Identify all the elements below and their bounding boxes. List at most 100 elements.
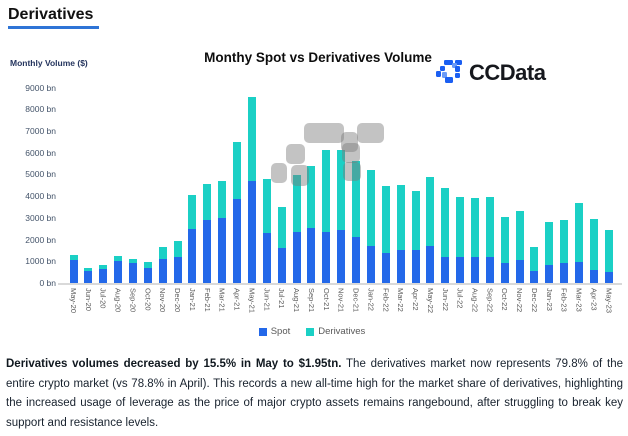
x-tick-label: Apr-22	[411, 288, 420, 311]
y-tick-label: 3000 bn	[25, 212, 56, 223]
bar-feb-21	[203, 184, 212, 283]
derivatives-segment	[307, 166, 316, 229]
bar-mar-23	[575, 202, 584, 283]
bar-may-22	[426, 176, 435, 283]
x-tick-label: Feb-22	[381, 288, 391, 312]
derivatives-segment	[128, 258, 137, 264]
derivatives-segment	[69, 254, 78, 260]
x-tick-label: Oct-21	[321, 288, 331, 311]
derivatives-segment	[604, 229, 613, 273]
spot-segment	[233, 198, 242, 283]
x-tick-label: Jan-21	[187, 288, 197, 311]
derivatives-segment	[262, 178, 271, 234]
y-axis-title: Monthly Volume ($)	[10, 58, 88, 68]
x-axis-line	[58, 283, 622, 285]
derivatives-segment	[470, 197, 479, 257]
spot-segment	[262, 233, 271, 283]
derivatives-segment	[233, 141, 242, 199]
derivatives-segment	[247, 97, 256, 182]
y-tick-label: 8000 bn	[25, 104, 56, 115]
derivatives-segment	[188, 195, 197, 229]
bar-apr-21	[233, 141, 242, 283]
spot-segment	[441, 256, 450, 283]
spot-segment	[322, 232, 331, 283]
spot-segment	[396, 249, 405, 283]
spot-segment	[575, 261, 584, 283]
x-tick-label: Jul-22	[455, 288, 465, 309]
spot-segment	[114, 261, 123, 283]
bar-oct-22	[500, 217, 509, 283]
bar-may-23	[604, 229, 613, 283]
derivatives-segment	[366, 170, 375, 246]
x-tick-label: Apr-23	[589, 288, 599, 311]
spot-segment	[69, 259, 78, 283]
spot-segment	[411, 250, 420, 283]
legend-swatch-derivatives	[306, 327, 315, 336]
bar-jul-20	[99, 264, 108, 283]
derivatives-segment	[277, 207, 286, 249]
x-tick-label: Mar-23	[574, 288, 584, 312]
x-tick-label: May-22	[425, 288, 435, 314]
bar-jun-21	[262, 178, 271, 283]
x-tick-label: Apr-21	[232, 288, 242, 311]
watermark-block	[357, 123, 384, 143]
spot-segment	[307, 228, 316, 283]
x-tick-label: Jan-22	[366, 288, 376, 311]
spot-segment	[277, 248, 286, 283]
x-tick-label: Mar-22	[396, 288, 406, 312]
spot-segment	[99, 268, 108, 283]
x-tick-label: Oct-22	[500, 288, 510, 311]
bar-dec-21	[352, 161, 361, 283]
derivatives-segment	[515, 210, 524, 261]
spot-segment	[366, 245, 375, 283]
bar-apr-23	[589, 219, 598, 283]
y-tick-label: 1000 bn	[25, 256, 56, 267]
spot-segment	[470, 256, 479, 283]
x-tick-label: Sep-20	[128, 288, 138, 313]
spot-segment	[128, 263, 137, 283]
y-tick-label: 4000 bn	[25, 191, 56, 202]
x-tick-label: Aug-22	[470, 288, 480, 313]
commentary-paragraph: Derivatives volumes decreased by 15.5% i…	[6, 355, 623, 433]
legend-label: Spot	[270, 326, 291, 337]
spot-segment	[530, 270, 539, 283]
page-title: Derivatives	[8, 6, 100, 29]
ccdata-logo-text: CCData	[469, 60, 546, 85]
ccdata-logo: CCData	[436, 60, 546, 86]
bar-aug-22	[470, 197, 479, 283]
x-tick-label: May-21	[247, 288, 257, 314]
derivatives-segment	[560, 220, 569, 263]
x-tick-label: Sep-21	[306, 288, 316, 313]
derivatives-segment	[485, 196, 494, 257]
derivatives-segment	[411, 190, 420, 251]
bar-may-21	[247, 97, 256, 283]
derivatives-segment	[218, 181, 227, 219]
x-tick-label: Jan-23	[544, 288, 554, 311]
chart-title: Monthy Spot vs Derivatives Volume	[204, 50, 432, 65]
spot-segment	[515, 260, 524, 283]
x-tick-label: Nov-22	[515, 288, 525, 313]
derivatives-segment	[426, 176, 435, 246]
bar-apr-22	[411, 190, 420, 283]
spot-segment	[218, 218, 227, 283]
spot-segment	[337, 229, 346, 283]
spot-segment	[292, 232, 301, 283]
spot-segment	[203, 220, 212, 283]
x-tick-label: Nov-21	[336, 288, 346, 313]
spot-segment	[485, 256, 494, 283]
x-tick-label: Feb-23	[559, 288, 569, 312]
bar-nov-22	[515, 210, 524, 283]
bar-sep-21	[307, 166, 316, 283]
ccdata-logo-icon	[436, 60, 463, 86]
commentary-body: The derivatives market now represents 79…	[6, 358, 623, 429]
spot-segment	[158, 258, 167, 283]
x-tick-label: Dec-21	[351, 288, 361, 313]
bar-jan-23	[545, 221, 554, 283]
spot-segment	[143, 267, 152, 283]
derivatives-segment	[589, 219, 598, 270]
bar-jun-20	[84, 267, 93, 283]
bar-feb-23	[560, 220, 569, 283]
derivatives-segment	[456, 197, 465, 258]
derivatives-segment	[352, 161, 361, 238]
x-tick-label: Dec-20	[173, 288, 183, 313]
